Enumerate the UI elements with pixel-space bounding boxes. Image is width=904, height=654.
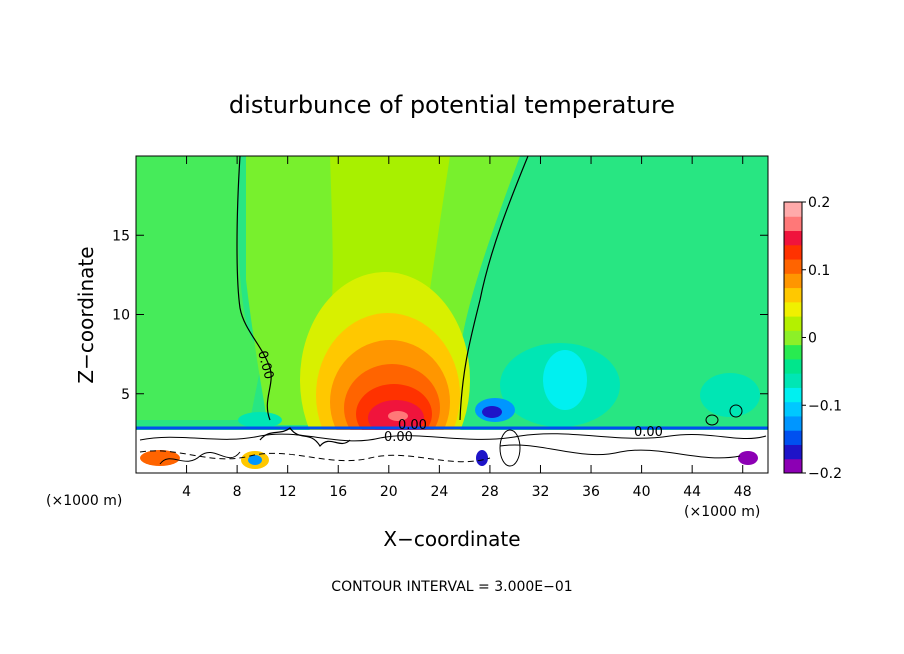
x-tick-label: 20 bbox=[380, 484, 398, 500]
contour-ground-4 bbox=[259, 427, 351, 448]
colorbar-swatch bbox=[784, 415, 802, 431]
contour-ground-2 bbox=[139, 450, 491, 463]
x-tick-label: 40 bbox=[633, 484, 651, 500]
x-tick-label: 12 bbox=[279, 484, 297, 500]
ground-blob-4 bbox=[476, 450, 488, 466]
x-unit-right: (×1000 m) bbox=[684, 504, 760, 520]
x-tick-label: 28 bbox=[481, 484, 499, 500]
x-tick-label: 24 bbox=[430, 484, 448, 500]
y-tick-label: 15 bbox=[112, 228, 130, 244]
x-tick-label: 32 bbox=[532, 484, 550, 500]
x-unit-left: (×1000 m) bbox=[46, 493, 122, 509]
colorbar-swatch bbox=[784, 230, 802, 246]
cool-patch-far-right bbox=[700, 373, 760, 417]
colorbar-swatch bbox=[784, 273, 802, 289]
colorbar-swatch bbox=[784, 244, 802, 260]
colorbar-swatch bbox=[784, 387, 802, 403]
contour-label-1: 0.00 bbox=[254, 349, 276, 381]
colorbar-tick-label: 0.2 bbox=[808, 195, 830, 211]
colorbar-swatch bbox=[784, 444, 802, 460]
x-tick-label: 36 bbox=[582, 484, 600, 500]
colorbar-swatch bbox=[784, 401, 802, 417]
ground-blob-5 bbox=[738, 451, 758, 465]
contour-loop-3 bbox=[705, 414, 719, 426]
cool-patch-darkblue bbox=[482, 406, 502, 418]
x-tick-label: 48 bbox=[734, 484, 752, 500]
contour-left bbox=[236, 156, 272, 421]
contour-ground-1 bbox=[139, 433, 767, 442]
colorbar-tick-label: −0.2 bbox=[808, 466, 842, 482]
contour-label-3: 0.00 bbox=[398, 418, 427, 433]
colorbar-swatch bbox=[784, 202, 802, 217]
contour-loop-1 bbox=[499, 429, 521, 467]
ground-band bbox=[136, 430, 768, 473]
contour-interval-note: CONTOUR INTERVAL = 3.000E−01 bbox=[331, 579, 572, 595]
plot-area: 0.00 0.00 0.00 0.00 bbox=[136, 156, 768, 473]
contour-label-4: 0.00 bbox=[634, 425, 663, 440]
colorbar-swatch bbox=[784, 358, 802, 374]
chart-title: disturbunce of potential temperature bbox=[229, 91, 675, 119]
contour-loop-2 bbox=[729, 404, 743, 418]
contour-label-2: 0.00 bbox=[384, 430, 413, 445]
ground-blob-1 bbox=[140, 450, 180, 466]
colorbar-tick-label: 0.1 bbox=[808, 263, 830, 279]
colorbar-swatch bbox=[784, 287, 802, 303]
colorbar-swatch bbox=[784, 259, 802, 274]
colorbar-swatch bbox=[784, 344, 802, 360]
colorbar-swatch bbox=[784, 316, 802, 331]
colorbar-swatch bbox=[784, 430, 802, 445]
colorbar-ticks: 0.2 0.1 0 −0.1 −0.2 bbox=[802, 195, 842, 482]
contour-ground-3 bbox=[499, 444, 741, 459]
cool-patch-left bbox=[238, 412, 282, 428]
colorbar-tick-label: 0 bbox=[808, 331, 817, 347]
y-axis-label: Z−coordinate bbox=[74, 246, 98, 383]
colorbar-swatch bbox=[784, 301, 802, 317]
colorbar-swatch bbox=[784, 330, 802, 346]
contour-ground-5 bbox=[159, 451, 241, 465]
x-tick-label: 4 bbox=[182, 484, 191, 500]
y-axis-ticks: 5 10 15 bbox=[112, 228, 768, 403]
field-region-left bbox=[136, 156, 262, 420]
y-tick-label: 10 bbox=[112, 308, 130, 324]
contour-right bbox=[459, 156, 529, 421]
warm-blob-pink bbox=[388, 411, 408, 421]
cool-patch-cyan bbox=[543, 350, 587, 410]
x-tick-label: 44 bbox=[683, 484, 701, 500]
x-tick-label: 8 bbox=[233, 484, 242, 500]
x-axis-ticks: 4 8 12 16 20 24 28 32 36 40 44 48 bbox=[182, 156, 752, 500]
colorbar-tick-label: −0.1 bbox=[808, 398, 842, 414]
colorbar bbox=[784, 202, 802, 474]
y-tick-label: 5 bbox=[121, 387, 130, 403]
ground-blob-3 bbox=[248, 455, 262, 465]
x-axis-label: X−coordinate bbox=[383, 527, 520, 551]
colorbar-swatch bbox=[784, 373, 802, 388]
colorbar-swatch bbox=[784, 216, 802, 232]
colorbar-swatch bbox=[784, 458, 802, 474]
x-tick-label: 16 bbox=[329, 484, 347, 500]
